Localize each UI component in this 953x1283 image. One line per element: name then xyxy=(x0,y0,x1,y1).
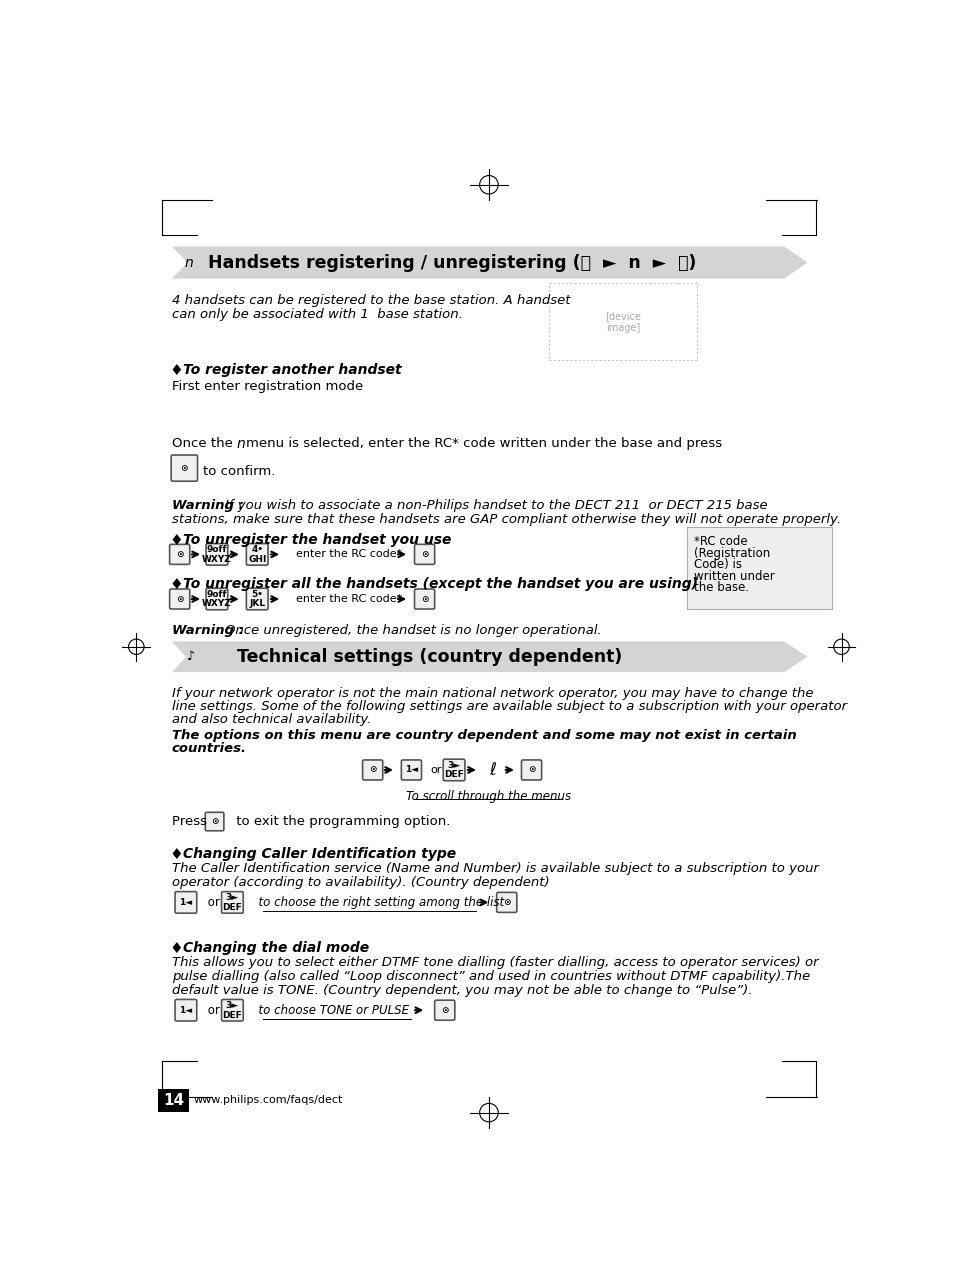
Text: 9off
WXYZ: 9off WXYZ xyxy=(202,590,232,608)
Text: Changing Caller Identification type: Changing Caller Identification type xyxy=(183,847,456,861)
FancyBboxPatch shape xyxy=(221,999,243,1021)
Text: to confirm.: to confirm. xyxy=(203,464,275,479)
Text: Warning :: Warning : xyxy=(172,624,248,636)
Text: ⊙: ⊙ xyxy=(502,898,510,907)
FancyBboxPatch shape xyxy=(174,892,196,913)
Text: 3►
DEF: 3► DEF xyxy=(222,893,242,912)
Text: or: or xyxy=(431,765,441,775)
Text: ♦: ♦ xyxy=(170,363,183,378)
FancyBboxPatch shape xyxy=(435,1001,455,1020)
Text: to exit the programming option.: to exit the programming option. xyxy=(233,815,451,828)
Text: or: or xyxy=(204,1003,224,1016)
Text: ⊙: ⊙ xyxy=(440,1006,448,1015)
Text: ⊙: ⊙ xyxy=(180,463,188,472)
Text: ♦: ♦ xyxy=(170,532,183,548)
Text: Once the: Once the xyxy=(172,438,233,450)
Text: ⊙: ⊙ xyxy=(420,550,428,559)
Text: 9off
WXYZ: 9off WXYZ xyxy=(202,545,232,563)
Text: to choose TONE or PULSE: to choose TONE or PULSE xyxy=(251,1003,409,1016)
Text: Press: Press xyxy=(172,815,211,828)
Text: 4•
GHI: 4• GHI xyxy=(248,545,266,563)
Polygon shape xyxy=(172,246,806,278)
Text: The options on this menu are country dependent and some may not exist in certain: The options on this menu are country dep… xyxy=(172,729,796,742)
Text: enter the RC code*: enter the RC code* xyxy=(295,594,402,604)
Text: operator (according to availability). (Country dependent): operator (according to availability). (C… xyxy=(172,876,549,889)
Text: ⊙: ⊙ xyxy=(175,550,183,559)
FancyBboxPatch shape xyxy=(205,812,224,831)
FancyBboxPatch shape xyxy=(158,1089,189,1112)
Text: 3►
DEF: 3► DEF xyxy=(222,1001,242,1020)
Text: stations, make sure that these handsets are GAP compliant otherwise they will no: stations, make sure that these handsets … xyxy=(172,513,841,526)
FancyBboxPatch shape xyxy=(246,544,268,565)
Text: default value is TONE. (Country dependent, you may not be able to change to “Pul: default value is TONE. (Country dependen… xyxy=(172,984,752,997)
Text: To scroll through the menus: To scroll through the menus xyxy=(406,790,571,803)
Text: Handsets registering / unregistering (Ⓞ  ►  n  ►  Ⓣ): Handsets registering / unregistering (Ⓞ … xyxy=(208,254,696,272)
Text: 3►
DEF: 3► DEF xyxy=(444,761,463,779)
Text: The Caller Identification service (Name and Number) is available subject to a su: The Caller Identification service (Name … xyxy=(172,862,818,875)
Text: First enter registration mode: First enter registration mode xyxy=(172,380,363,393)
Text: This allows you to select either DTMF tone dialling (faster dialling, access to : This allows you to select either DTMF to… xyxy=(172,956,818,969)
Text: 1◄: 1◄ xyxy=(404,766,417,775)
Text: 4 handsets can be registered to the base station. A handset: 4 handsets can be registered to the base… xyxy=(172,294,570,307)
Text: ⊙: ⊙ xyxy=(420,594,428,603)
Text: To unregister all the handsets (except the handset you are using): To unregister all the handsets (except t… xyxy=(183,577,697,591)
Text: the base.: the base. xyxy=(694,581,749,594)
Text: Once unregistered, the handset is no longer operational.: Once unregistered, the handset is no lon… xyxy=(224,624,600,636)
Text: ℓ: ℓ xyxy=(489,761,496,779)
Text: to choose the right setting among the list: to choose the right setting among the li… xyxy=(251,896,503,908)
FancyBboxPatch shape xyxy=(246,588,268,609)
FancyBboxPatch shape xyxy=(443,760,464,781)
FancyBboxPatch shape xyxy=(415,544,435,565)
Text: To register another handset: To register another handset xyxy=(183,363,401,377)
FancyBboxPatch shape xyxy=(174,999,196,1021)
FancyBboxPatch shape xyxy=(686,527,831,609)
Text: If your network operator is not the main national network operator, you may have: If your network operator is not the main… xyxy=(172,686,813,699)
Text: (Registration: (Registration xyxy=(694,547,770,559)
FancyBboxPatch shape xyxy=(362,760,382,780)
FancyBboxPatch shape xyxy=(415,589,435,609)
Text: or: or xyxy=(204,896,224,908)
Text: Changing the dial mode: Changing the dial mode xyxy=(183,940,369,955)
Text: n: n xyxy=(185,255,193,269)
Text: ♦: ♦ xyxy=(170,847,183,862)
Text: can only be associated with 1  base station.: can only be associated with 1 base stati… xyxy=(172,308,462,321)
FancyBboxPatch shape xyxy=(521,760,541,780)
FancyBboxPatch shape xyxy=(206,544,228,565)
Text: Warning :: Warning : xyxy=(172,499,248,512)
Text: written under: written under xyxy=(694,570,774,582)
Text: ⊙: ⊙ xyxy=(211,817,218,826)
Text: menu is selected, enter the RC* code written under the base and press: menu is selected, enter the RC* code wri… xyxy=(246,438,721,450)
Text: ⊙: ⊙ xyxy=(527,766,535,775)
Text: ⊙: ⊙ xyxy=(369,766,376,775)
Text: pulse dialling (also called “Loop disconnect” and used in countries without DTMF: pulse dialling (also called “Loop discon… xyxy=(172,970,809,983)
FancyBboxPatch shape xyxy=(170,544,190,565)
Text: Technical settings (country dependent): Technical settings (country dependent) xyxy=(236,648,621,666)
FancyBboxPatch shape xyxy=(171,455,197,481)
Text: Code) is: Code) is xyxy=(694,558,741,571)
Text: *RC code: *RC code xyxy=(694,535,747,548)
Text: 14: 14 xyxy=(163,1093,184,1107)
Text: enter the RC code*: enter the RC code* xyxy=(295,549,402,559)
Text: ♦: ♦ xyxy=(170,577,183,593)
Polygon shape xyxy=(172,642,806,672)
Text: To unregister the handset you use: To unregister the handset you use xyxy=(183,532,451,547)
Text: ⊙: ⊙ xyxy=(175,594,183,603)
Text: line settings. Some of the following settings are available subject to a subscri: line settings. Some of the following set… xyxy=(172,701,846,713)
Text: ♦: ♦ xyxy=(170,940,183,956)
Text: ♪: ♪ xyxy=(187,650,194,663)
Text: 5•
JKL: 5• JKL xyxy=(249,590,265,608)
Text: and also technical availability.: and also technical availability. xyxy=(172,713,371,726)
FancyBboxPatch shape xyxy=(206,588,228,609)
Text: n: n xyxy=(236,438,245,452)
Text: [device
image]: [device image] xyxy=(604,310,640,332)
FancyBboxPatch shape xyxy=(170,589,190,609)
FancyBboxPatch shape xyxy=(497,893,517,912)
FancyBboxPatch shape xyxy=(401,760,421,780)
FancyBboxPatch shape xyxy=(221,892,243,913)
Text: 1◄: 1◄ xyxy=(179,898,193,907)
Text: 1◄: 1◄ xyxy=(179,1006,193,1015)
Text: countries.: countries. xyxy=(172,743,247,756)
Text: If you wish to associate a non-Philips handset to the DECT 211  or DECT 215 base: If you wish to associate a non-Philips h… xyxy=(224,499,766,512)
Text: www.philips.com/faqs/dect: www.philips.com/faqs/dect xyxy=(193,1096,343,1105)
